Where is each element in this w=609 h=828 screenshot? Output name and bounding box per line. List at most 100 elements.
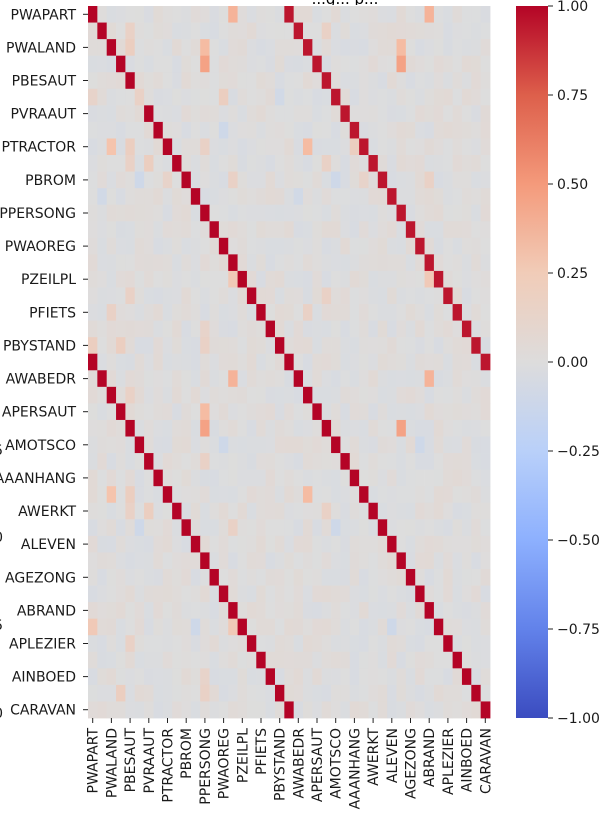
- heatmap-cell: [321, 403, 332, 421]
- heatmap-cell: [162, 635, 173, 653]
- heatmap-cell: [172, 386, 182, 404]
- heatmap-cell: [359, 602, 369, 620]
- heatmap-cell: [256, 304, 267, 322]
- heatmap-cell: [172, 221, 182, 239]
- heatmap-cell: [433, 188, 444, 206]
- heatmap-cell: [256, 453, 267, 471]
- heatmap-cell: [443, 39, 454, 57]
- heatmap-cell: [265, 701, 276, 719]
- heatmap-cell: [359, 618, 369, 636]
- heatmap-cell: [144, 155, 154, 172]
- heatmap-cell: [125, 486, 136, 504]
- heatmap-cell: [228, 469, 238, 487]
- heatmap-cell: [209, 204, 220, 222]
- heatmap-cell: [228, 403, 238, 421]
- heatmap-cell: [200, 386, 210, 404]
- heatmap-cell: [452, 502, 463, 520]
- heatmap-cell: [349, 535, 360, 553]
- heatmap-cell: [218, 419, 229, 437]
- heatmap-cell: [274, 453, 285, 471]
- heatmap-cell: [368, 121, 379, 139]
- heatmap-cell: [396, 221, 407, 239]
- heatmap-cell: [106, 287, 117, 305]
- heatmap-cell: [443, 6, 454, 23]
- heatmap-cell: [452, 254, 463, 272]
- heatmap-cell: [172, 22, 182, 40]
- heatmap-cell: [106, 519, 117, 537]
- heatmap-cell: [480, 419, 491, 437]
- heatmap-cell: [312, 121, 323, 139]
- heatmap-cell: [340, 618, 351, 636]
- heatmap-cell: [303, 568, 313, 586]
- heatmap-cell: [116, 370, 126, 388]
- heatmap-cell: [237, 403, 248, 421]
- heatmap-cell: [433, 651, 444, 669]
- heatmap-cell: [256, 22, 267, 40]
- heatmap-cell: [181, 188, 192, 206]
- heatmap-cell: [443, 535, 454, 553]
- heatmap-cell: [359, 403, 369, 421]
- y-tick-label: AMOTSCO: [5, 438, 76, 454]
- heatmap-cell: [116, 684, 126, 702]
- heatmap-cell: [461, 568, 472, 586]
- heatmap-cell: [461, 188, 472, 206]
- heatmap-cell: [106, 370, 117, 388]
- heatmap-cell: [312, 419, 323, 437]
- heatmap-cell: [265, 337, 276, 355]
- heatmap-cell: [321, 254, 332, 272]
- heatmap-cell: [200, 552, 210, 570]
- heatmap-cell: [405, 668, 416, 686]
- heatmap-cell: [162, 668, 173, 686]
- heatmap-cell: [396, 552, 407, 570]
- heatmap-cell: [134, 568, 145, 586]
- heatmap-cell: [303, 88, 313, 106]
- heatmap-cell: [256, 39, 267, 57]
- heatmap-cell: [349, 204, 360, 222]
- heatmap-cell: [153, 618, 164, 636]
- heatmap-cell: [461, 519, 472, 537]
- heatmap-cell: [237, 618, 248, 636]
- heatmap-cell: [461, 304, 472, 322]
- heatmap-cell: [452, 138, 463, 156]
- heatmap-cell: [88, 155, 98, 172]
- heatmap-cell: [116, 502, 126, 520]
- heatmap-cell: [200, 486, 210, 504]
- heatmap-cell: [97, 585, 108, 603]
- heatmap-cell: [284, 287, 295, 305]
- heatmap-cell: [218, 403, 229, 421]
- heatmap-cell: [153, 701, 164, 719]
- heatmap-cell: [181, 585, 192, 603]
- heatmap-cell: [331, 453, 341, 471]
- heatmap-cell: [200, 155, 210, 172]
- heatmap-cell: [125, 701, 136, 719]
- heatmap-cell: [340, 320, 351, 338]
- heatmap-cell: [340, 138, 351, 156]
- heatmap-cell: [349, 453, 360, 471]
- heatmap-cell: [265, 403, 276, 421]
- heatmap-cell: [387, 618, 397, 636]
- heatmap-cell: [424, 635, 435, 653]
- heatmap-cell: [424, 39, 435, 57]
- heatmap-cell: [106, 88, 117, 106]
- heatmap-cell: [405, 436, 416, 454]
- heatmap-cell: [405, 502, 416, 520]
- heatmap-cell: [209, 22, 220, 40]
- heatmap-cell: [331, 304, 341, 322]
- heatmap-cell: [340, 635, 351, 653]
- heatmap-cell: [293, 270, 304, 288]
- heatmap-cell: [461, 55, 472, 73]
- heatmap-cell: [172, 237, 182, 255]
- heatmap-cell: [359, 237, 369, 255]
- heatmap-cell: [424, 552, 435, 570]
- heatmap-cell: [237, 651, 248, 669]
- heatmap-cell: [116, 22, 126, 40]
- heatmap-cell: [125, 403, 136, 421]
- heatmap-cell: [452, 337, 463, 355]
- heatmap-cell: [331, 502, 341, 520]
- heatmap-cell: [452, 618, 463, 636]
- heatmap-cell: [162, 353, 173, 371]
- heatmap-cell: [377, 386, 388, 404]
- heatmap-cell: [321, 237, 332, 255]
- heatmap-cell: [144, 651, 154, 669]
- heatmap-cell: [321, 469, 332, 487]
